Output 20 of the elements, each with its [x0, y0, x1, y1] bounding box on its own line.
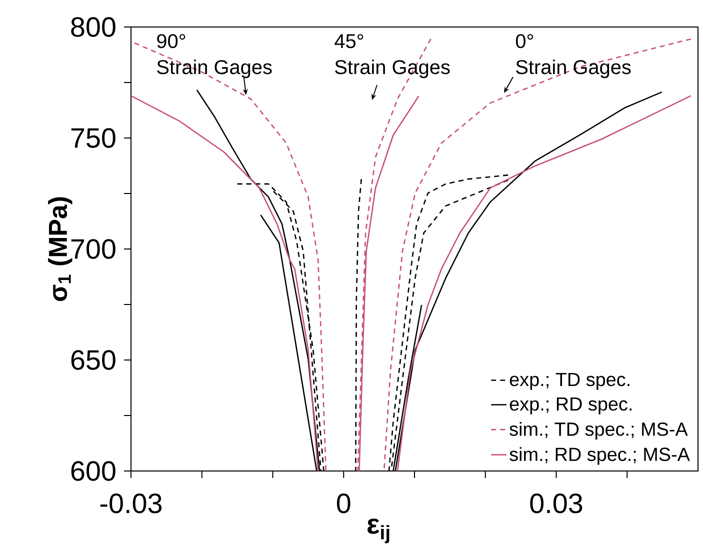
- legend-label: exp.; RD spec.: [510, 397, 632, 414]
- y-tick-label: 650: [71, 350, 116, 370]
- x-tick-label: 0: [336, 494, 350, 514]
- annotation: Strain Gages: [157, 60, 272, 78]
- legend-label: sim.; TD spec.; MS-A: [510, 422, 688, 440]
- annotation: 0°: [516, 34, 534, 48]
- y-tick-label: 700: [71, 239, 116, 259]
- y-tick-label: 800: [71, 17, 116, 37]
- y-tick-label: 600: [71, 461, 116, 481]
- x-tick-label: 0.03: [530, 494, 582, 514]
- x-axis-title: ε$_{ij}$: [368, 518, 390, 544]
- y-tick-label: 750: [71, 128, 116, 148]
- y-axis-title: σ$_{1}$ (MPa): [48, 197, 72, 301]
- x-tick-label: -0.03: [100, 494, 162, 514]
- annotation: 45°: [334, 34, 364, 48]
- annotation: 90°: [157, 34, 186, 48]
- annotation: Strain Gages: [516, 60, 631, 78]
- annotation: Strain Gages: [335, 60, 450, 78]
- legend-label: sim.; RD spec.; MS-A: [510, 447, 690, 465]
- legend-label: exp.; TD spec.: [510, 372, 630, 390]
